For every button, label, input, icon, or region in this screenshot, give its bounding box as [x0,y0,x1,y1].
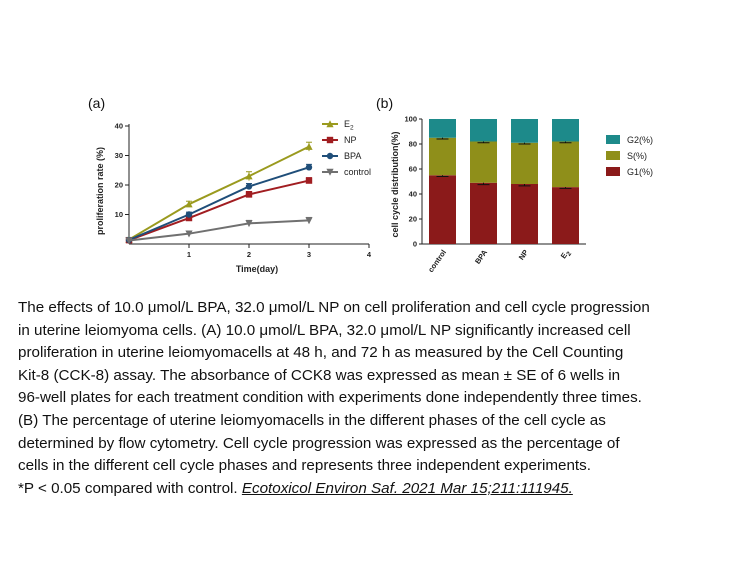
data-point [245,191,253,198]
x-tick-label: E2 [559,248,574,262]
series-line [128,145,310,241]
data-point [305,217,313,225]
y-axis-label: cell cycle distribution(%) [390,131,400,237]
data-point [245,172,253,180]
data-point [305,164,313,171]
legend-marker [326,120,334,128]
legend-label: G1(%) [627,167,653,177]
data-point [305,142,313,150]
y-tick-label: 0 [413,239,417,248]
x-tick-label: 4 [367,250,372,259]
bar-segment [429,119,456,138]
y-tick-label: 30 [115,151,123,160]
legend-label: BPA [344,151,361,161]
series-line [128,219,310,242]
figure-caption: The effects of 10.0 μmol/L BPA, 32.0 μmo… [18,297,748,500]
x-tick-label: BPA [473,248,489,266]
data-point [185,211,193,218]
legend-swatch [606,151,620,160]
data-point [185,200,193,208]
y-tick-label: 20 [409,214,417,223]
y-axis-label: proliferation rate (%) [95,147,105,235]
y-tick-label: 40 [409,189,417,198]
x-tick-label: 3 [307,250,311,259]
caption-line: Kit-8 (CCK-8) assay. The absorbance of C… [18,366,621,384]
bar-segment [511,184,538,244]
x-tick-label: control [426,248,448,274]
bar-segment [470,182,497,244]
bar-segment [429,175,456,244]
bar-segment [470,119,497,142]
legend-label: E2 [344,119,354,132]
data-point [185,230,193,238]
legend-swatch [606,135,620,144]
series-line [128,166,310,241]
data-point [245,183,253,190]
y-tick-label: 80 [409,139,417,148]
legend-marker [326,168,334,176]
panel-a-label: (a) [88,95,105,111]
caption-line: The effects of 10.0 μmol/L BPA, 32.0 μmo… [18,299,650,316]
caption-line: determined by flow cytometry. Cell cycle… [18,434,620,452]
bar-segment [511,142,538,184]
bar-segment [470,141,497,183]
data-point [185,214,193,222]
caption-line: cells in the different cell cycle phases… [18,457,591,475]
series-line [128,179,310,242]
panel-b-label: (b) [376,95,393,111]
figure: (a) 10 20 30 40 1 2 3 4 Time(day) proliferation r… [88,95,653,274]
citation-link[interactable]: Ecotoxicol Environ Saf. 2021 Mar 15;211:… [241,479,573,497]
data-point [245,220,253,228]
legend-swatch [606,167,620,176]
panel-a-line-chart: (a) 10 20 30 40 1 2 3 4 Time(day) proliferation r… [88,95,372,274]
x-tick-label: 1 [187,250,191,259]
caption-line: in uterine leiomyoma cells. (A) 10.0 μmo… [18,321,631,339]
caption-significance-note: *P < 0.05 compared with control. [18,479,242,497]
legend-label: control [344,167,371,177]
legend-label: NP [344,135,357,145]
panel-b-stacked-bar-chart: (b) 0 20 40 60 80 100 cell cycle distribution(… [376,95,653,274]
legend-marker [326,152,334,160]
x-axis-label: Time(day) [236,264,278,274]
legend-label: G2(%) [627,135,653,145]
caption-line: 96-well plates for each treatment condit… [18,389,642,407]
bar-segment [429,137,456,176]
y-tick-label: 60 [409,164,417,173]
data-point [305,177,313,184]
caption-last-line: *P < 0.05 compared with control. Ecotoxi… [18,478,748,501]
y-tick-label: 20 [115,181,123,190]
caption-line: proliferation in uterine leiomyomacells … [18,344,624,362]
legend-marker [326,136,334,144]
y-tick-label: 10 [115,210,123,219]
y-tick-label: 40 [115,122,123,131]
data-point [125,237,133,245]
caption-line: (B) The percentage of uterine leiomyomac… [18,411,606,429]
legend-label: S(%) [627,151,647,161]
x-tick-label: 2 [247,250,251,259]
bar-segment [552,119,579,142]
bar-segment [552,141,579,188]
bar-segment [511,119,538,143]
x-tick-label: NP [517,248,530,262]
y-tick-label: 100 [404,114,417,123]
bar-segment [552,187,579,244]
